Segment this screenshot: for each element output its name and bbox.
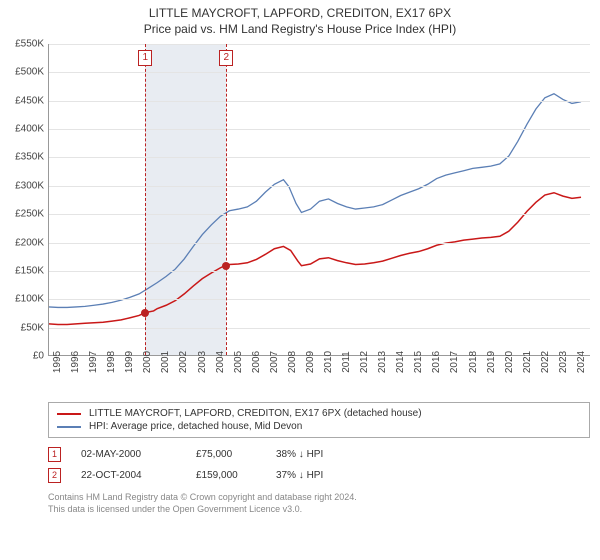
sale-marker-box: 1: [138, 50, 152, 66]
sale-date: 02-MAY-2000: [81, 449, 176, 460]
y-tick-label: £300K: [15, 180, 44, 191]
sale-number-box: 2: [48, 468, 61, 483]
series-hpi: [49, 94, 581, 308]
sale-marker-box: 2: [219, 50, 233, 66]
gridline: [49, 328, 590, 329]
sale-vline: [145, 44, 146, 355]
sale-vline: [226, 44, 227, 355]
gridline: [49, 44, 590, 45]
y-tick-label: £500K: [15, 67, 44, 78]
footer-attribution: Contains HM Land Registry data © Crown c…: [48, 492, 590, 515]
x-axis-labels: 1995199619971998199920002001200220032004…: [48, 358, 590, 396]
title-address: LITTLE MAYCROFT, LAPFORD, CREDITON, EX17…: [0, 6, 600, 20]
legend-swatch: [57, 413, 81, 415]
gridline: [49, 243, 590, 244]
sale-diff: 38% ↓ HPI: [276, 449, 356, 460]
sale-row: 2 22-OCT-2004 £159,000 37% ↓ HPI: [48, 465, 590, 486]
legend-label: LITTLE MAYCROFT, LAPFORD, CREDITON, EX17…: [89, 408, 422, 419]
chart-titles: LITTLE MAYCROFT, LAPFORD, CREDITON, EX17…: [0, 0, 600, 40]
chart-area: £0£50K£100K£150K£200K£250K£300K£350K£400…: [48, 44, 590, 396]
y-axis-labels: £0£50K£100K£150K£200K£250K£300K£350K£400…: [0, 44, 46, 356]
y-tick-label: £550K: [15, 39, 44, 50]
gridline: [49, 72, 590, 73]
sale-price: £75,000: [196, 449, 256, 460]
legend-row: LITTLE MAYCROFT, LAPFORD, CREDITON, EX17…: [57, 407, 581, 420]
plot-region: 12: [48, 44, 590, 356]
gridline: [49, 186, 590, 187]
x-tick-label: 2024: [576, 351, 600, 373]
y-tick-label: £150K: [15, 265, 44, 276]
y-tick-label: £400K: [15, 124, 44, 135]
sale-date: 22-OCT-2004: [81, 470, 176, 481]
sale-dot: [222, 262, 230, 270]
footer-line-1: Contains HM Land Registry data © Crown c…: [48, 492, 590, 504]
sale-row: 1 02-MAY-2000 £75,000 38% ↓ HPI: [48, 444, 590, 465]
sale-number-box: 1: [48, 447, 61, 462]
y-tick-label: £350K: [15, 152, 44, 163]
legend-row: HPI: Average price, detached house, Mid …: [57, 420, 581, 433]
y-tick-label: £200K: [15, 237, 44, 248]
series-property: [49, 193, 581, 325]
legend-swatch: [57, 426, 81, 428]
gridline: [49, 271, 590, 272]
y-tick-label: £0: [33, 351, 44, 362]
y-tick-label: £100K: [15, 294, 44, 305]
gridline: [49, 214, 590, 215]
chart-lines: [49, 44, 590, 355]
sale-price: £159,000: [196, 470, 256, 481]
y-tick-label: £450K: [15, 95, 44, 106]
sales-table: 1 02-MAY-2000 £75,000 38% ↓ HPI 2 22-OCT-2004…: [48, 444, 590, 486]
y-tick-label: £250K: [15, 209, 44, 220]
legend-label: HPI: Average price, detached house, Mid …: [89, 421, 302, 432]
gridline: [49, 101, 590, 102]
sale-dot: [141, 309, 149, 317]
gridline: [49, 129, 590, 130]
footer-line-2: This data is licensed under the Open Gov…: [48, 504, 590, 516]
title-subtitle: Price paid vs. HM Land Registry's House …: [0, 22, 600, 36]
sale-diff: 37% ↓ HPI: [276, 470, 356, 481]
legend: LITTLE MAYCROFT, LAPFORD, CREDITON, EX17…: [48, 402, 590, 438]
gridline: [49, 299, 590, 300]
gridline: [49, 157, 590, 158]
y-tick-label: £50K: [21, 322, 44, 333]
